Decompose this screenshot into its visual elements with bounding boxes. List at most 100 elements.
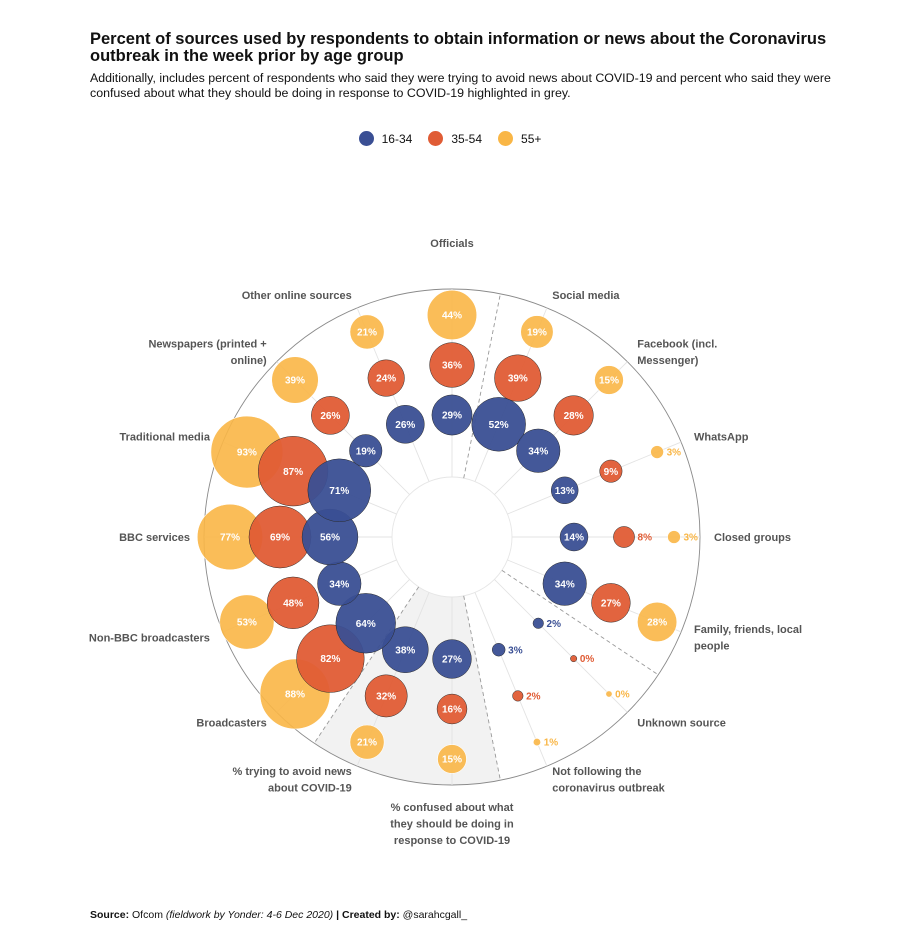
- footer: Source: Ofcom (fieldwork by Yonder: 4-6 …: [90, 909, 467, 921]
- bubble-facebook-incl-messenger-55: [594, 365, 624, 395]
- category-label-line: Traditional media: [119, 432, 210, 444]
- category-label-whatsapp: WhatsApp: [694, 432, 749, 444]
- value-label-family-friends-local-people-55: 28%: [647, 618, 667, 629]
- bubble-closed-groups-35-54: [613, 526, 635, 548]
- bubble-social-media-35-54: [494, 354, 542, 402]
- category-label-line: about COVID-19: [268, 782, 352, 794]
- value-label-unknown-source-55: 0%: [615, 690, 630, 701]
- category-label-line: they should be doing in: [390, 819, 514, 831]
- category-label-line: Closed groups: [714, 532, 791, 544]
- bubble-newspapers-printed-online-55: [271, 356, 319, 404]
- value-label-unknown-source-16-34: 2%: [547, 619, 562, 630]
- category-label-bbc-services: BBC services: [119, 532, 190, 544]
- bubble-officials-35-54: [429, 342, 475, 388]
- bubble-newspapers-printed-online-16-34: [349, 434, 383, 468]
- value-label-officials-35-54: 36%: [442, 361, 462, 372]
- value-label-broadcasters-16-34: 64%: [356, 619, 376, 630]
- value-label-trying-to-avoid-news-about-covid-19-35-54: 32%: [376, 692, 396, 703]
- source-text: Ofcom: [132, 909, 163, 921]
- value-label-whatsapp-35-54: 9%: [604, 467, 619, 478]
- value-label-not-following-the-coronavirus-outbreak-35-54: 2%: [526, 692, 541, 703]
- category-label-line: Social media: [552, 290, 620, 302]
- separator-line-4: [313, 586, 420, 744]
- category-label-other-online-sources: Other online sources: [242, 290, 352, 302]
- value-label-confused-about-what-they-should-be-doing-in-response-to-covid-19-35-54: 16%: [442, 705, 462, 716]
- category-label-line: Other online sources: [242, 290, 352, 302]
- bubble-officials-16-34: [431, 394, 473, 436]
- bubble-not-following-the-coronavirus-outbreak-16-34: [491, 642, 506, 657]
- category-label-broadcasters: Broadcasters: [196, 717, 266, 729]
- value-label-confused-about-what-they-should-be-doing-in-response-to-covid-19-16-34: 27%: [442, 655, 462, 666]
- legend-swatch-16-34: [358, 131, 374, 146]
- category-label-line: BBC services: [119, 532, 190, 544]
- value-label-traditional-media-35-54: 87%: [283, 467, 303, 478]
- category-label-trying-to-avoid-news-about-covid-19: % trying to avoid news about COVID-19: [233, 766, 352, 795]
- value-label-bbc-services-55: 77%: [220, 533, 240, 544]
- legend-swatch-35-54: [428, 131, 444, 146]
- category-label-not-following-the-coronavirus-outbreak: Not following the coronavirus outbreak: [552, 766, 665, 795]
- bubble-social-media-16-34: [471, 397, 526, 452]
- bubble-whatsapp-16-34: [551, 476, 579, 505]
- bubble-non-bbc-broadcasters-55: [219, 594, 275, 650]
- value-label-other-online-sources-55: 21%: [357, 327, 377, 338]
- bubble-other-online-sources-16-34: [386, 405, 425, 444]
- bubble-family-friends-local-people-55: [637, 601, 678, 643]
- author-handle: @sarahcgall_: [402, 909, 468, 921]
- value-label-trying-to-avoid-news-about-covid-19-16-34: 38%: [395, 645, 415, 656]
- separator-line-2: [501, 569, 659, 676]
- inner-ring: [391, 476, 513, 598]
- category-label-line: Not following the: [552, 766, 641, 778]
- category-label-unknown-source: Unknown source: [637, 717, 726, 729]
- legend-swatch-55-plus: [498, 131, 514, 146]
- value-label-family-friends-local-people-35-54: 27%: [601, 598, 621, 609]
- value-label-family-friends-local-people-16-34: 34%: [555, 579, 575, 590]
- category-label-line: Newspapers (printed +: [148, 338, 266, 350]
- value-label-officials-55: 44%: [442, 311, 462, 322]
- category-label-line: Messenger): [637, 355, 698, 367]
- source-label: Source:: [90, 909, 130, 921]
- bubble-not-following-the-coronavirus-outbreak-55: [532, 738, 541, 747]
- value-label-whatsapp-16-34: 13%: [555, 486, 575, 497]
- bubble-facebook-incl-messenger-35-54: [553, 395, 594, 436]
- value-label-non-bbc-broadcasters-35-54: 48%: [283, 598, 303, 609]
- bubble-closed-groups-16-34: [559, 522, 589, 552]
- value-label-bbc-services-16-34: 56%: [320, 533, 340, 544]
- bubble-closed-groups-55: [667, 530, 681, 544]
- bubble-traditional-media-16-34: [307, 458, 371, 523]
- chart-subtitle: Additionally, includes percent of respon…: [90, 71, 831, 100]
- category-label-closed-groups: Closed groups: [714, 532, 791, 544]
- category-label-social-media: Social media: [552, 290, 620, 302]
- category-label-line: Family, friends, local: [694, 624, 802, 636]
- bubble-social-media-55: [520, 315, 554, 349]
- category-label-facebook-incl-messenger: Facebook (incl. Messenger): [637, 338, 717, 367]
- bubble-family-friends-local-people-16-34: [542, 561, 587, 606]
- bubble-whatsapp-35-54: [599, 459, 623, 483]
- value-label-traditional-media-16-34: 71%: [329, 486, 349, 497]
- category-label-non-bbc-broadcasters: Non-BBC broadcasters: [89, 632, 210, 644]
- bubble-non-bbc-broadcasters-35-54: [266, 576, 320, 629]
- spoke-not-following-the-coronavirus-outbreak: [474, 592, 548, 767]
- category-label-traditional-media: Traditional media: [119, 432, 210, 444]
- spoke-unknown-source: [494, 579, 628, 713]
- bubble-not-following-the-coronavirus-outbreak-35-54: [512, 690, 524, 702]
- category-label-line: % trying to avoid news: [233, 766, 352, 778]
- separator-line-3: [463, 595, 501, 781]
- category-label-family-friends-local-people: Family, friends, local people: [694, 624, 802, 653]
- category-label-line: Facebook (incl.: [637, 338, 717, 350]
- category-label-officials: Officials: [430, 238, 473, 250]
- bubble-other-online-sources-35-54: [367, 359, 405, 397]
- bubble-confused-about-what-they-should-be-doing-in-response-to-covid-19-35-54: [436, 693, 468, 725]
- value-label-broadcasters-55: 88%: [285, 690, 305, 701]
- value-label-not-following-the-coronavirus-outbreak-55: 1%: [544, 738, 559, 749]
- bubble-other-online-sources-55: [349, 314, 385, 350]
- value-label-facebook-incl-messenger-55: 15%: [599, 376, 619, 387]
- value-label-broadcasters-35-54: 82%: [320, 654, 340, 665]
- legend-item-16-34: 16-34: [358, 131, 412, 146]
- value-label-other-online-sources-35-54: 24%: [376, 374, 396, 385]
- bubble-unknown-source-35-54: [570, 655, 578, 663]
- bubble-unknown-source-55: [605, 690, 613, 698]
- bubble-trying-to-avoid-news-about-covid-19-16-34: [382, 626, 429, 673]
- bubble-confused-about-what-they-should-be-doing-in-response-to-covid-19-16-34: [432, 639, 472, 679]
- value-label-social-media-35-54: 39%: [508, 374, 528, 385]
